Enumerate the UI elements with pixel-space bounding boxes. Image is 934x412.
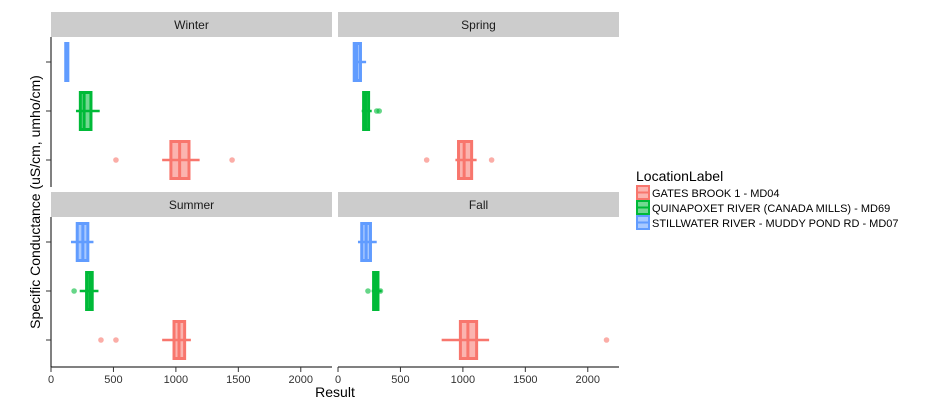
legend-label: STILLWATER RIVER - MUDDY POND RD - MD07 [652,218,899,230]
box-group [64,42,70,82]
outlier-point [376,108,383,114]
legend-label: GATES BROOK 1 - MD04 [652,188,780,200]
box-group [113,140,235,180]
strip-spring [338,12,619,37]
x-tick-label: 2000 [289,374,313,386]
x-axis-title: Result [315,384,355,400]
box-group [352,42,367,82]
axis-lines [46,37,619,368]
legend-keys [636,185,650,230]
x-tick-label: 2000 [576,374,600,386]
legend-label: QUINAPOXET RIVER (CANADA MILLS) - MD69 [652,203,890,215]
x-tick-label: 1000 [451,374,475,386]
strip-fall [338,192,619,217]
x-tick-label: 1500 [513,374,537,386]
box-group [423,140,495,180]
y-axis-title: Specific Conductance (uS/cm, umho/cm) [27,75,43,329]
x-tick-label: 1500 [226,374,250,386]
strip-label-summer: Summer [169,198,214,212]
x-tick-label: 0 [335,374,341,386]
legend: LocationLabel GATES BROOK 1 - MD04 QUINA… [636,168,899,230]
box-group [365,271,384,311]
strip-summer [51,192,332,217]
box-group [71,271,99,311]
x-tick-label: 0 [48,374,54,386]
x-tick-label: 1000 [164,374,188,386]
x-tick-label: 500 [391,374,409,386]
legend-key [636,185,650,200]
outlier-point [229,157,235,163]
outlier-point [603,337,610,343]
box-body [78,91,93,131]
strip-label-winter: Winter [174,18,209,32]
outlier-point [113,337,119,343]
strip-label-fall: Fall [469,198,488,212]
box-marks [64,42,610,360]
box-group [357,222,377,262]
box-group [70,222,94,262]
strip-label-spring: Spring [461,18,496,32]
legend-key [636,215,650,230]
outlier-point [98,337,104,343]
outlier-point [365,288,371,294]
box-group [361,91,383,131]
outlier-point [423,157,430,163]
outlier-point [113,157,119,163]
x-tick-label: 500 [104,374,122,386]
x-ticks: 0 500 1000 1500 2000 0 500 1000 1500 2000 [48,367,600,386]
box-group [98,320,191,360]
outlier-point [488,157,495,163]
box-group [75,91,100,131]
outlier-point [377,288,384,294]
box-group [441,320,610,360]
facet-strips: Winter Spring Summer Fall [51,12,619,217]
strip-winter [51,12,332,37]
outlier-point [71,288,77,294]
legend-key [636,200,650,215]
legend-title: LocationLabel [636,168,723,184]
